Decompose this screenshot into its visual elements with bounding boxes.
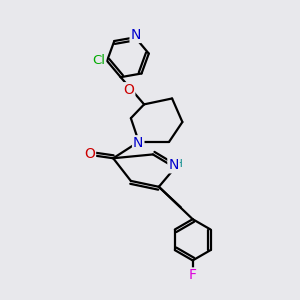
Text: F: F <box>189 268 197 282</box>
Text: O: O <box>84 147 95 161</box>
Text: N: N <box>168 158 179 172</box>
Text: N: N <box>130 28 141 42</box>
Text: Cl: Cl <box>92 54 105 67</box>
Text: H: H <box>175 159 183 169</box>
Text: N: N <box>133 136 143 150</box>
Text: O: O <box>123 83 134 97</box>
